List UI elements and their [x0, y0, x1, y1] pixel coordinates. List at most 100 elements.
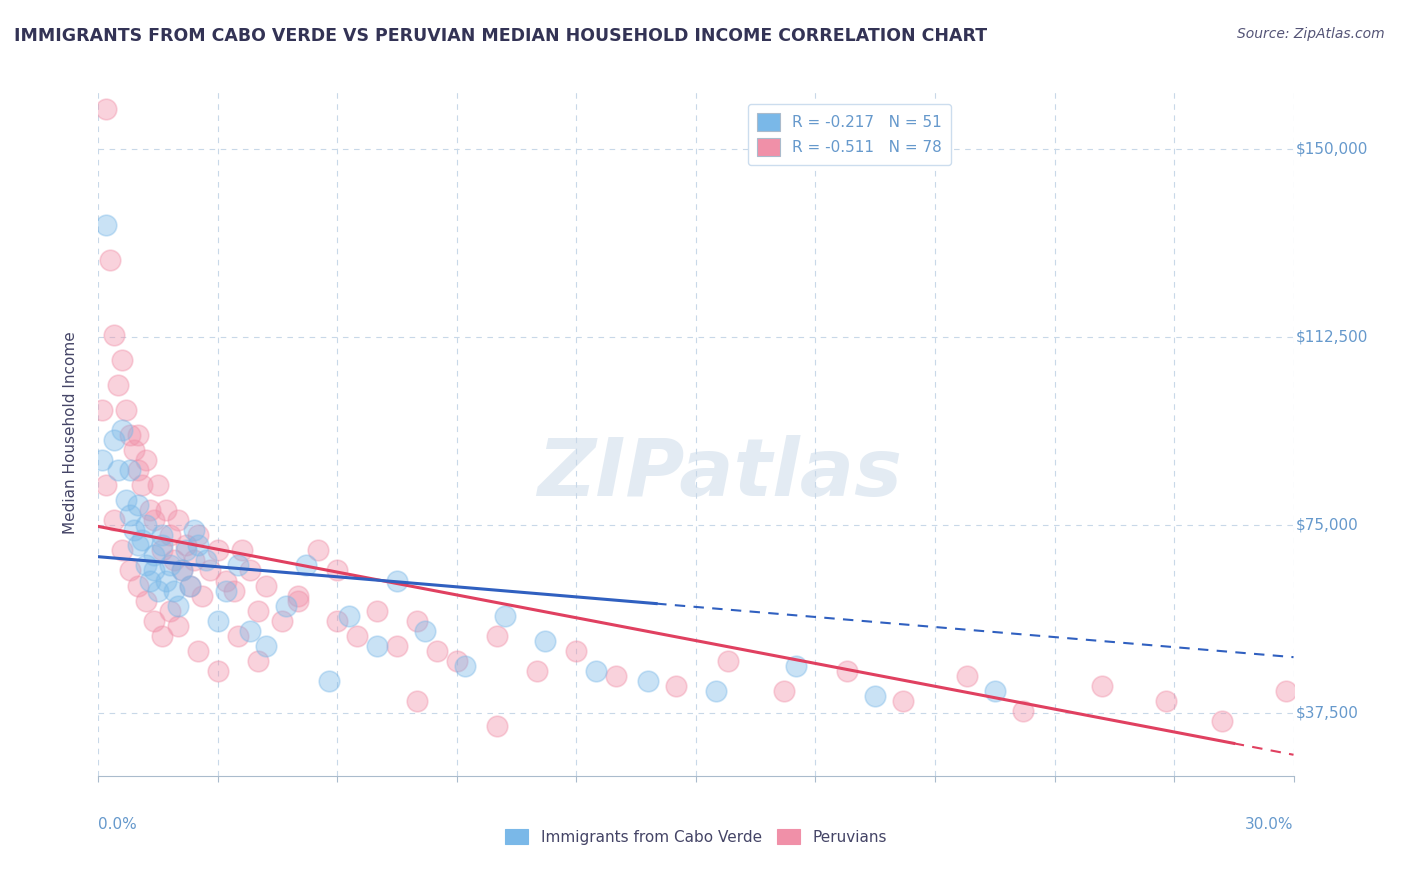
Point — [717, 654, 740, 668]
Point — [111, 423, 134, 437]
Point — [485, 719, 508, 733]
Point — [179, 578, 201, 592]
Point — [366, 604, 388, 618]
Text: ZIPatlas: ZIPatlas — [537, 434, 903, 513]
Point — [406, 694, 429, 708]
Point — [143, 513, 166, 527]
Point — [187, 528, 209, 542]
Point — [891, 694, 914, 708]
Point — [287, 593, 309, 607]
Point — [135, 593, 157, 607]
Point — [446, 654, 468, 668]
Point — [307, 543, 329, 558]
Point — [187, 643, 209, 657]
Point — [254, 639, 277, 653]
Point — [207, 614, 229, 628]
Point — [318, 673, 340, 688]
Point — [150, 543, 173, 558]
Point — [984, 683, 1007, 698]
Text: $75,000: $75,000 — [1296, 518, 1358, 533]
Point — [174, 543, 197, 558]
Point — [127, 498, 149, 512]
Point — [385, 639, 409, 653]
Point — [195, 553, 218, 567]
Point — [565, 643, 588, 657]
Point — [103, 433, 125, 447]
Point — [485, 629, 508, 643]
Point — [494, 608, 516, 623]
Y-axis label: Median Household Income: Median Household Income — [63, 331, 77, 534]
Point — [346, 629, 368, 643]
Point — [226, 629, 249, 643]
Point — [215, 583, 238, 598]
Point — [246, 654, 269, 668]
Point — [98, 252, 122, 267]
Point — [167, 513, 190, 527]
Point — [406, 614, 429, 628]
Point — [159, 528, 181, 542]
Point — [163, 583, 186, 598]
Point — [239, 624, 262, 638]
Point — [127, 428, 149, 442]
Point — [585, 664, 607, 678]
Point — [637, 673, 659, 688]
Point — [704, 683, 727, 698]
Point — [183, 553, 205, 567]
Point — [179, 578, 201, 592]
Point — [143, 549, 166, 563]
Point — [956, 669, 979, 683]
Point — [454, 658, 477, 673]
Point — [413, 624, 436, 638]
Point — [120, 508, 142, 523]
Point — [143, 614, 166, 628]
Point — [139, 503, 162, 517]
Point — [148, 583, 170, 598]
Point — [127, 463, 149, 477]
Point — [326, 564, 349, 578]
Point — [127, 578, 149, 592]
Point — [155, 503, 177, 517]
Point — [215, 574, 238, 588]
Text: IMMIGRANTS FROM CABO VERDE VS PERUVIAN MEDIAN HOUSEHOLD INCOME CORRELATION CHART: IMMIGRANTS FROM CABO VERDE VS PERUVIAN M… — [14, 27, 987, 45]
Point — [148, 478, 170, 492]
Point — [107, 463, 129, 477]
Point — [159, 604, 181, 618]
Point — [865, 689, 887, 703]
Point — [91, 403, 114, 417]
Point — [131, 478, 153, 492]
Point — [191, 589, 214, 603]
Point — [96, 218, 118, 232]
Point — [239, 564, 262, 578]
Point — [187, 538, 209, 552]
Point — [115, 403, 138, 417]
Point — [167, 599, 190, 613]
Point — [91, 453, 114, 467]
Point — [143, 564, 166, 578]
Point — [772, 683, 794, 698]
Point — [785, 658, 807, 673]
Point — [1211, 714, 1233, 728]
Point — [231, 543, 253, 558]
Point — [127, 538, 149, 552]
Point — [150, 538, 173, 552]
Point — [1011, 704, 1033, 718]
Point — [96, 102, 118, 116]
Point — [120, 564, 142, 578]
Point — [207, 543, 229, 558]
Point — [155, 574, 177, 588]
Point — [326, 614, 349, 628]
Point — [1091, 679, 1114, 693]
Text: 30.0%: 30.0% — [1246, 817, 1294, 832]
Point — [111, 353, 134, 368]
Point — [120, 463, 142, 477]
Point — [426, 643, 449, 657]
Point — [174, 538, 197, 552]
Point — [339, 608, 361, 623]
Text: $37,500: $37,500 — [1296, 706, 1358, 721]
Point — [605, 669, 627, 683]
Point — [103, 513, 125, 527]
Text: $150,000: $150,000 — [1296, 142, 1368, 157]
Point — [837, 664, 859, 678]
Point — [287, 589, 309, 603]
Point — [533, 633, 555, 648]
